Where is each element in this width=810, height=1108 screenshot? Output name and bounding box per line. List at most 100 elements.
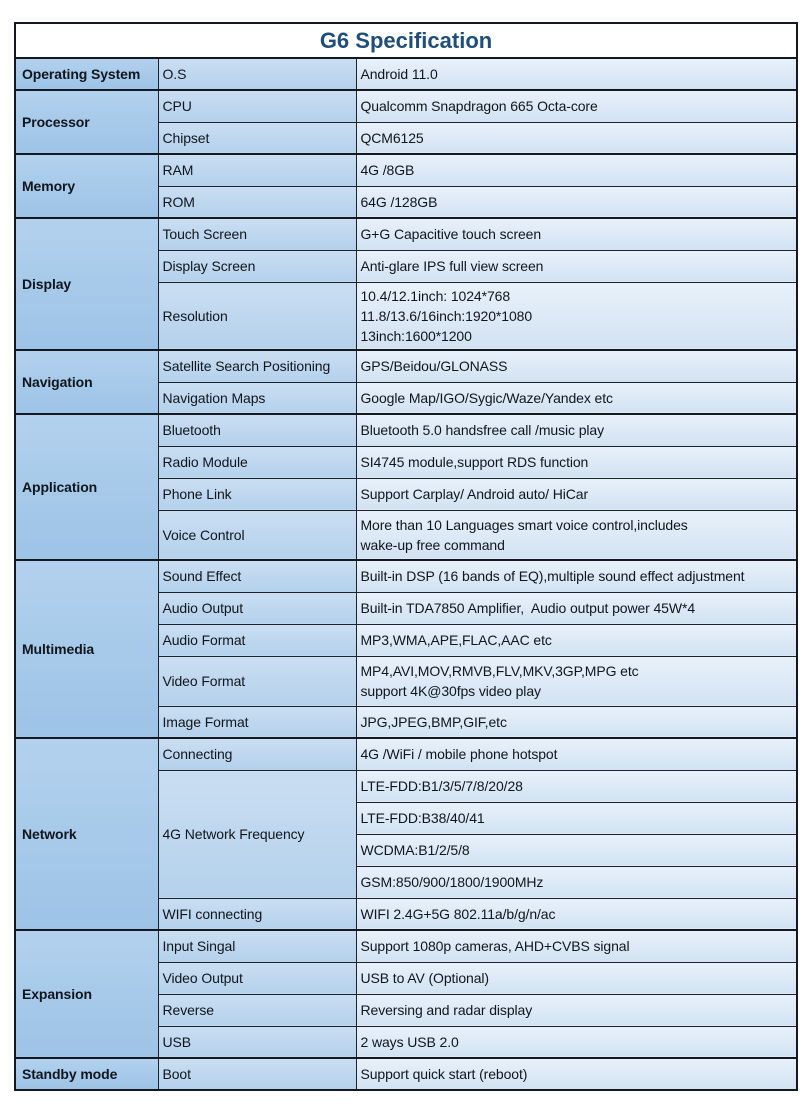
spec-label: Connecting	[157, 737, 357, 771]
spec-value: WCDMA:B1/2/5/8	[355, 833, 798, 867]
table-row: G6 Specification	[14, 22, 798, 59]
spec-label: Boot	[157, 1057, 357, 1091]
spec-label: ROM	[157, 185, 357, 219]
table-row: Application Bluetooth Bluetooth 5.0 hand…	[14, 413, 798, 561]
category-label: Operating System	[22, 66, 141, 82]
category-expansion: Expansion	[14, 929, 159, 1059]
table-row: Operating System O.S Android 11.0	[14, 57, 798, 91]
table-row: Display Touch Screen G+G Capacitive touc…	[14, 217, 798, 351]
spec-value: USB to AV (Optional)	[355, 961, 798, 995]
spec-label: Touch Screen	[157, 217, 357, 251]
spec-label: Voice Control	[157, 509, 357, 561]
spec-label: Resolution	[157, 281, 357, 351]
table-row: Processor CPU Qualcomm Snapdragon 665 Oc…	[14, 89, 798, 155]
category-label: Expansion	[22, 986, 92, 1002]
category-operating-system: Operating System	[14, 57, 159, 91]
specification-table: G6 Specification Operating System O.S An…	[14, 22, 799, 1091]
spec-label: Video Output	[157, 961, 357, 995]
table-row: Standby mode Boot Support quick start (r…	[14, 1057, 798, 1091]
table-row: Image Format JPG,JPEG,BMP,GIF,etc	[15, 705, 798, 739]
category-memory: Memory	[14, 153, 159, 219]
spec-value: Bluetooth 5.0 handsfree call /music play	[355, 413, 798, 447]
spec-label: Bluetooth	[157, 413, 357, 447]
spec-label: Sound Effect	[157, 559, 357, 593]
spec-label: Phone Link	[157, 477, 357, 511]
spec-label: Audio Format	[157, 623, 357, 657]
spec-label: O.S	[157, 57, 357, 91]
category-label: Standby mode	[22, 1066, 118, 1082]
spec-label: Chipset	[157, 121, 357, 155]
spec-label: Display Screen	[157, 249, 357, 283]
spec-label: Radio Module	[157, 445, 357, 479]
spec-label: 4G Network Frequency	[157, 769, 357, 899]
spec-value: 10.4/12.1inch: 1024*768 11.8/13.6/16inch…	[355, 281, 798, 351]
category-label: Processor	[22, 114, 90, 130]
spec-value: WIFI 2.4G+5G 802.11a/b/g/n/ac	[355, 897, 798, 931]
table-row: Reverse Reversing and radar display	[15, 993, 798, 1027]
category-navigation: Navigation	[14, 349, 159, 415]
spec-value: Support quick start (reboot)	[355, 1057, 798, 1091]
spec-value: Built-in TDA7850 Amplifier, Audio output…	[355, 591, 798, 625]
table-row: WIFI connecting WIFI 2.4G+5G 802.11a/b/g…	[15, 897, 798, 931]
spec-value: GSM:850/900/1800/1900MHz	[355, 865, 798, 899]
table-row: Memory RAM 4G /8GB	[14, 153, 798, 219]
table-row: LTE-FDD:B38/40/41	[15, 801, 798, 835]
spec-label: WIFI connecting	[157, 897, 357, 931]
spec-label: Reverse	[157, 993, 357, 1027]
category-label: Multimedia	[22, 641, 95, 657]
spec-value: 4G /8GB	[355, 153, 798, 187]
spec-label: CPU	[157, 89, 357, 123]
category-display: Display	[14, 217, 159, 351]
spec-value: LTE-FDD:B38/40/41	[355, 801, 798, 835]
category-application: Application	[14, 413, 159, 561]
table-row: USB 2 ways USB 2.0	[15, 1025, 798, 1059]
category-multimedia: Multimedia	[14, 559, 159, 739]
spec-value: Support Carplay/ Android auto/ HiCar	[355, 477, 798, 511]
table-row: Radio Module SI4745 module,support RDS f…	[15, 445, 798, 479]
table-row: Audio Output Built-in TDA7850 Amplifier,…	[15, 591, 798, 625]
table-row: Chipset QCM6125	[15, 121, 798, 155]
spec-value: Support 1080p cameras, AHD+CVBS signal	[355, 929, 798, 963]
spec-label: Satellite Search Positioning	[157, 349, 357, 383]
spec-label: USB	[157, 1025, 357, 1059]
category-network: Network	[14, 737, 159, 931]
spec-value: Anti-glare IPS full view screen	[355, 249, 798, 283]
spec-value: Android 11.0	[355, 57, 798, 91]
spec-value: QCM6125	[355, 121, 798, 155]
category-label: Application	[22, 479, 98, 495]
spec-label: Image Format	[157, 705, 357, 739]
table-row: Navigation Maps Google Map/IGO/Sygic/Waz…	[15, 381, 798, 415]
spec-value: Qualcomm Snapdragon 665 Octa-core	[355, 89, 798, 123]
category-label: Network	[22, 826, 77, 842]
page-title: G6 Specification	[14, 22, 798, 59]
spec-value: Built-in DSP (16 bands of EQ),multiple s…	[355, 559, 798, 593]
category-label: Memory	[22, 178, 76, 194]
table-row: Audio Format MP3,WMA,APE,FLAC,AAC etc	[15, 623, 798, 657]
spec-value: GPS/Beidou/GLONASS	[355, 349, 798, 383]
spec-value: G+G Capacitive touch screen	[355, 217, 798, 251]
table-row: Navigation Satellite Search Positioning …	[14, 349, 798, 415]
table-row: WCDMA:B1/2/5/8	[15, 833, 798, 867]
spec-value: 2 ways USB 2.0	[355, 1025, 798, 1059]
spec-value: JPG,JPEG,BMP,GIF,etc	[355, 705, 798, 739]
spec-label: Audio Output	[157, 591, 357, 625]
spec-value: MP3,WMA,APE,FLAC,AAC etc	[355, 623, 798, 657]
spec-value: 64G /128GB	[355, 185, 798, 219]
spec-value: Google Map/IGO/Sygic/Waze/Yandex etc	[355, 381, 798, 415]
spec-value: 4G /WiFi / mobile phone hotspot	[355, 737, 798, 771]
table-row: Expansion Input Singal Support 1080p cam…	[14, 929, 798, 1059]
spec-label: Navigation Maps	[157, 381, 357, 415]
table-row: ROM 64G /128GB	[15, 185, 798, 219]
category-standby-mode: Standby mode	[14, 1057, 159, 1091]
spec-value: SI4745 module,support RDS function	[355, 445, 798, 479]
spec-value: LTE-FDD:B1/3/5/7/8/20/28	[355, 769, 798, 803]
spec-value: More than 10 Languages smart voice contr…	[355, 509, 798, 561]
spec-label: Video Format	[157, 655, 357, 707]
table-row: Resolution 10.4/12.1inch: 1024*768 11.8/…	[15, 281, 798, 351]
spec-value: Reversing and radar display	[355, 993, 798, 1027]
category-label: Navigation	[22, 374, 93, 390]
table-row: Network Connecting 4G /WiFi / mobile pho…	[14, 737, 798, 931]
table-row: Multimedia Sound Effect Built-in DSP (16…	[14, 559, 798, 739]
category-processor: Processor	[14, 89, 159, 155]
